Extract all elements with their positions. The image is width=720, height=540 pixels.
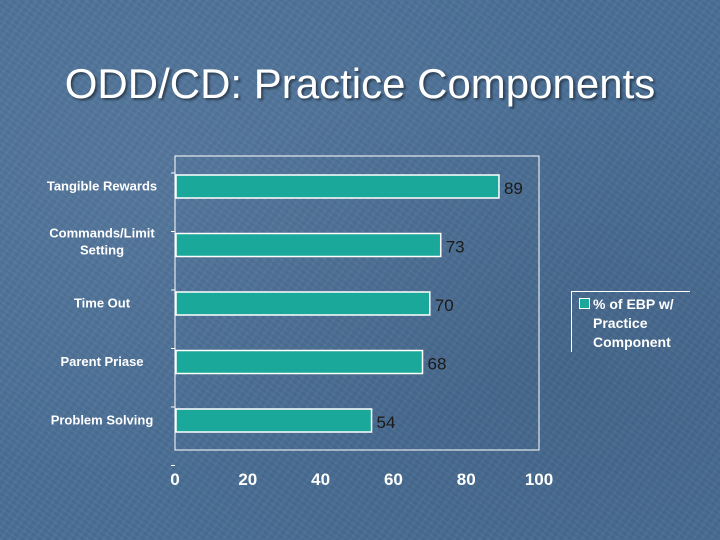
x-tick-label-0: 0	[170, 470, 179, 489]
category-label-4: Problem Solving	[51, 413, 154, 428]
data-label-0: 89	[504, 179, 523, 198]
data-label-2: 70	[435, 296, 454, 315]
x-tick-label-4: 80	[457, 470, 476, 489]
bar-0	[175, 174, 500, 199]
x-tick-label-3: 60	[384, 470, 403, 489]
legend-swatch	[579, 298, 590, 309]
bar-3	[175, 349, 424, 375]
plot-area	[174, 155, 540, 451]
x-tick-label-2: 40	[311, 470, 330, 489]
slide-title: ODD/CD: Practice Components	[64, 60, 656, 107]
category-label-2: Time Out	[74, 296, 131, 311]
category-label-3: Parent Priase	[60, 354, 143, 369]
legend: % of EBP w/ Practice Component	[571, 291, 690, 352]
data-label-1: 73	[446, 238, 465, 257]
category-label-1: Commands/Limit Setting	[49, 226, 155, 258]
legend-label: % of EBP w/ Practice Component	[593, 296, 674, 350]
bar-4	[175, 408, 373, 433]
category-label-0: Tangible Rewards	[47, 179, 157, 194]
x-tick-label-1: 20	[238, 470, 257, 489]
bar-1	[175, 232, 442, 258]
bar-2	[175, 291, 431, 316]
data-label-4: 54	[377, 413, 396, 432]
x-tick-label-5: 100	[525, 470, 553, 489]
data-label-3: 68	[428, 355, 447, 374]
